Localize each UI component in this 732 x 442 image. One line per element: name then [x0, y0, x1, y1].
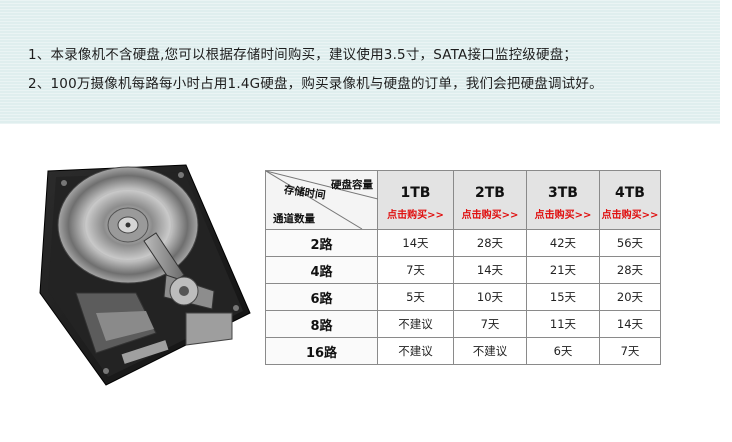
column-header-3tb: 3TB 点击购买>>: [526, 170, 600, 230]
table-cell: 11天: [526, 310, 600, 338]
table-cell: 42天: [526, 229, 600, 257]
table-header-row: 硬盘容量 存储时间 通道数量 1TB 点击购买>> 2TB 点击购买>> 3TB…: [265, 170, 661, 230]
table-cell: 不建议: [453, 337, 527, 365]
row-header: 2路: [265, 229, 378, 257]
table-cell: 不建议: [377, 337, 454, 365]
notice-banner: 1、本录像机不含硬盘,您可以根据存储时间购买，建议使用3.5寸，SATA接口监控…: [0, 0, 720, 124]
capacity-table: 硬盘容量 存储时间 通道数量 1TB 点击购买>> 2TB 点击购买>> 3TB…: [265, 170, 661, 365]
table-cell: 7天: [377, 256, 454, 284]
column-header-1tb: 1TB 点击购买>>: [377, 170, 454, 230]
capacity-value: 3TB: [548, 185, 578, 201]
buy-1tb-link[interactable]: 点击购买>>: [387, 210, 444, 221]
table-cell: 56天: [599, 229, 661, 257]
table-row: 4路 7天 14天 21天 28天: [265, 256, 661, 284]
table-cell: 10天: [453, 283, 527, 311]
table-cell: 14天: [453, 256, 527, 284]
table-cell: 7天: [453, 310, 527, 338]
table-cell: 28天: [599, 256, 661, 284]
channel-count-label: 通道数量: [273, 213, 315, 225]
corner-header: 硬盘容量 存储时间 通道数量: [265, 170, 378, 230]
table-row: 8路 不建议 7天 11天 14天: [265, 310, 661, 338]
capacity-axis-label: 硬盘容量: [331, 179, 373, 191]
table-cell: 21天: [526, 256, 600, 284]
capacity-value: 2TB: [475, 185, 505, 201]
capacity-value: 4TB: [615, 185, 645, 201]
notice-line-1: 1、本录像机不含硬盘,您可以根据存储时间购买，建议使用3.5寸，SATA接口监控…: [28, 47, 578, 63]
table-cell: 7天: [599, 337, 661, 365]
hard-disk-drive-icon: [36, 163, 258, 389]
table-cell: 15天: [526, 283, 600, 311]
row-header: 4路: [265, 256, 378, 284]
row-header: 16路: [265, 337, 378, 365]
row-header: 8路: [265, 310, 378, 338]
buy-2tb-link[interactable]: 点击购买>>: [461, 210, 519, 221]
table-row: 2路 14天 28天 42天 56天: [265, 229, 661, 257]
buy-4tb-link[interactable]: 点击购买>>: [601, 210, 659, 221]
table-cell: 14天: [599, 310, 661, 338]
table-cell: 5天: [377, 283, 454, 311]
table-cell: 不建议: [377, 310, 454, 338]
row-header: 6路: [265, 283, 378, 311]
table-cell: 14天: [377, 229, 454, 257]
column-header-2tb: 2TB 点击购买>>: [453, 170, 527, 230]
table-row: 6路 5天 10天 15天 20天: [265, 283, 661, 311]
table-cell: 28天: [453, 229, 527, 257]
capacity-value: 1TB: [400, 185, 431, 201]
table-cell: 6天: [526, 337, 600, 365]
table-row: 16路 不建议 不建议 6天 7天: [265, 337, 661, 365]
buy-3tb-link[interactable]: 点击购买>>: [534, 210, 592, 221]
column-header-4tb: 4TB 点击购买>>: [599, 170, 661, 230]
table-cell: 20天: [599, 283, 661, 311]
notice-line-2: 2、100万摄像机每路每小时占用1.4G硬盘，购买录像机与硬盘的订单，我们会把硬…: [28, 76, 603, 92]
